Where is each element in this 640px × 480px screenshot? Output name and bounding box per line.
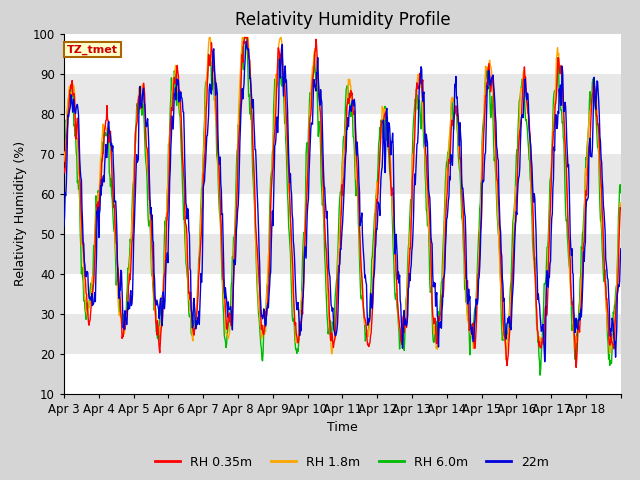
Bar: [64, 154, 621, 193]
Bar: [64, 313, 621, 354]
Bar: [64, 193, 621, 234]
Bar: [64, 34, 621, 73]
X-axis label: Time: Time: [327, 421, 358, 434]
Bar: [64, 73, 621, 114]
Legend: RH 0.35m, RH 1.8m, RH 6.0m, 22m: RH 0.35m, RH 1.8m, RH 6.0m, 22m: [150, 451, 554, 474]
Bar: [64, 354, 621, 394]
Bar: [64, 274, 621, 313]
Y-axis label: Relativity Humidity (%): Relativity Humidity (%): [14, 141, 27, 286]
Title: Relativity Humidity Profile: Relativity Humidity Profile: [235, 11, 450, 29]
Bar: [64, 234, 621, 274]
Text: TZ_tmet: TZ_tmet: [67, 44, 118, 55]
Bar: [64, 114, 621, 154]
